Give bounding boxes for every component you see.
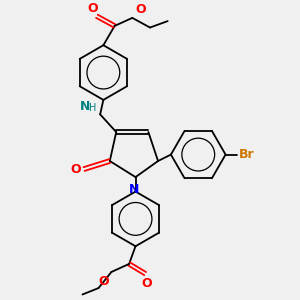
Text: O: O xyxy=(71,163,81,176)
Text: O: O xyxy=(142,277,152,290)
Text: O: O xyxy=(88,2,98,15)
Text: O: O xyxy=(136,3,146,16)
Text: N: N xyxy=(129,183,139,196)
Text: O: O xyxy=(98,275,109,288)
Text: Br: Br xyxy=(238,148,254,161)
Text: N: N xyxy=(80,100,90,113)
Text: H: H xyxy=(89,103,96,113)
